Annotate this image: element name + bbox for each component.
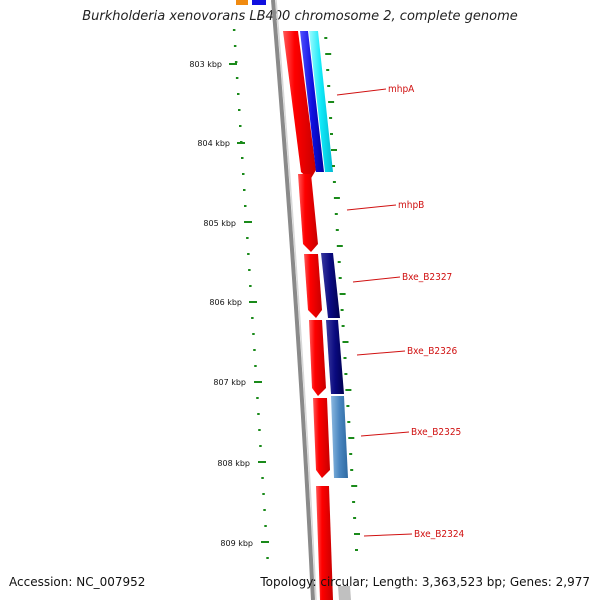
category-block-gray: [338, 586, 351, 600]
gene-feature-Bxe_B2327[interactable]: [304, 254, 322, 318]
ruler-minor-ticks: [232, 29, 269, 559]
category-block-cyan: [309, 31, 333, 172]
gene-feature-mhpA[interactable]: [283, 31, 316, 180]
partial-feature-blue: [252, 0, 266, 5]
category-block-navy-1: [321, 253, 340, 318]
gene-label-Bxe_B2324[interactable]: Bxe_B2324: [414, 529, 465, 540]
gene-feature-Bxe_B2324[interactable]: [316, 486, 333, 600]
category-ring: [300, 31, 351, 600]
ruler-label-804: 804 kbp: [197, 139, 230, 148]
ruler-label-805: 805 kbp: [203, 219, 236, 228]
leader-line-Bxe_B2325: [360, 431, 410, 437]
leader-line-Bxe_B2324: [363, 533, 413, 537]
feature-ticks-right: [324, 37, 360, 551]
ruler-label-806: 806 kbp: [209, 298, 242, 307]
leader-line-mhpB: [346, 204, 397, 211]
category-block-navy-2: [326, 320, 344, 394]
ruler-label-803: 803 kbp: [189, 60, 222, 69]
chromosome-backbone-highlight: [275, 0, 317, 600]
category-block-blue: [300, 31, 324, 172]
ruler-label-809: 809 kbp: [220, 539, 253, 548]
leader-line-Bxe_B2326: [356, 350, 406, 356]
ruler-label-807: 807 kbp: [213, 378, 246, 387]
genome-title: Burkholderia xenovorans LB400 chromosome…: [82, 9, 518, 24]
chromosome-backbone: [271, 0, 315, 600]
leader-line-mhpA: [336, 88, 387, 96]
ruler-label-808: 808 kbp: [217, 459, 250, 468]
gene-label-mhpB[interactable]: mhpB: [398, 200, 424, 211]
ruler: 803 kbp 804 kbp 805 kbp 806 kbp 807 kbp …: [189, 60, 269, 548]
gene-label-Bxe_B2325[interactable]: Bxe_B2325: [411, 427, 461, 438]
accession-text: Accession: NC_007952: [9, 575, 146, 589]
forward-genes: [283, 31, 333, 600]
leader-line-Bxe_B2327: [352, 276, 401, 283]
gene-feature-mhpB[interactable]: [298, 174, 318, 252]
genome-summary-text: Topology: circular; Length: 3,363,523 bp…: [260, 575, 590, 589]
partial-feature-orange: [236, 0, 248, 5]
gene-feature-Bxe_B2325[interactable]: [313, 398, 330, 478]
gene-label-Bxe_B2327[interactable]: Bxe_B2327: [402, 272, 452, 283]
gene-label-mhpA[interactable]: mhpA: [388, 84, 415, 95]
category-block-steelblue: [331, 396, 348, 478]
gene-labels: mhpA mhpB Bxe_B2327 Bxe_B2326 Bxe_B2325 …: [336, 84, 465, 540]
gene-feature-Bxe_B2326[interactable]: [309, 320, 326, 396]
gene-label-Bxe_B2326[interactable]: Bxe_B2326: [407, 346, 458, 357]
